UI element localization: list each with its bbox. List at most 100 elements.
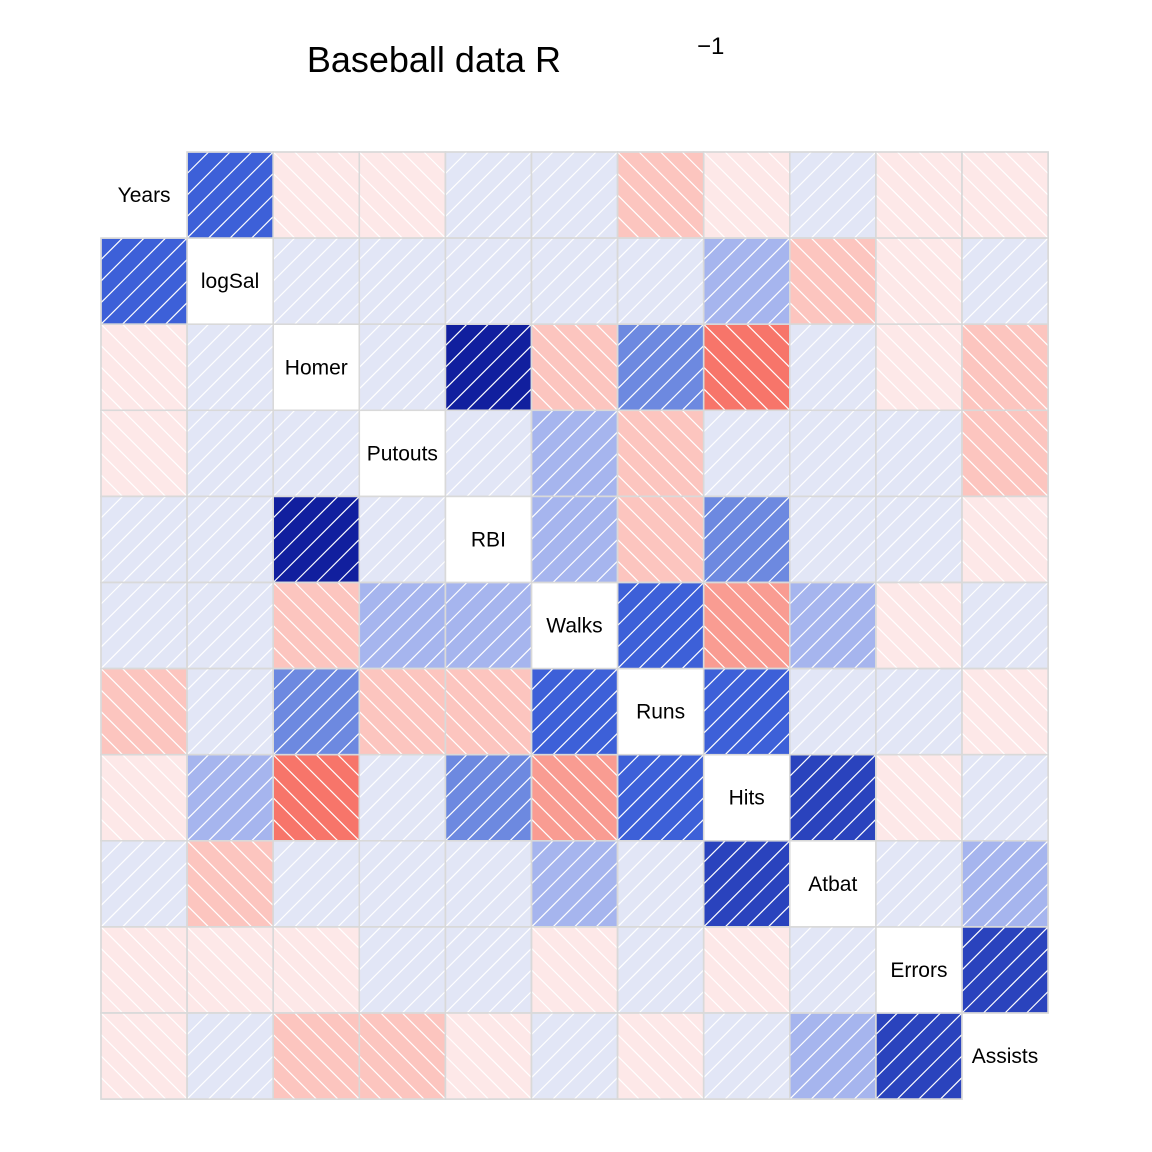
hatch-line	[703, 840, 726, 863]
hatch-line	[940, 904, 963, 928]
hatch-line	[100, 495, 145, 540]
hatch-line	[186, 495, 253, 562]
hatch-line	[531, 840, 597, 906]
hatch-line	[100, 668, 188, 756]
hatch-line	[703, 668, 726, 691]
hatch-line	[358, 323, 425, 390]
cell-putouts-atbat	[789, 409, 877, 498]
hatch-line	[875, 1012, 898, 1035]
hatch-line	[531, 409, 597, 476]
hatch-line	[961, 452, 1006, 497]
hatch-line	[940, 1077, 963, 1100]
hatch-line	[315, 711, 360, 756]
hatch-line	[186, 1012, 274, 1100]
cell-errors-atbat	[789, 926, 877, 1014]
hatch-line	[509, 216, 532, 239]
hatch-line	[337, 474, 360, 497]
hatch-line	[272, 1077, 296, 1100]
cell-hits-logsal	[186, 753, 274, 842]
hatch-line	[337, 754, 360, 777]
hatch-line	[186, 409, 210, 433]
cell-assists-hits	[702, 1012, 791, 1100]
hatch-line	[272, 646, 296, 670]
hatch-line	[358, 216, 382, 239]
hatch-line	[358, 582, 446, 670]
hatch-line	[229, 926, 274, 971]
hatch-line	[552, 323, 619, 390]
hatch-line	[294, 1012, 360, 1079]
hatch-line	[531, 237, 575, 282]
hatch-line	[444, 409, 532, 497]
hatch-line	[724, 689, 791, 756]
hatch-line	[531, 668, 575, 713]
hatch-line	[380, 151, 446, 218]
hatch-line	[617, 151, 705, 239]
hatch-line	[789, 151, 812, 174]
hatch-line	[487, 797, 532, 842]
hatch-line	[272, 818, 296, 842]
hatch-line	[789, 409, 834, 454]
hatch-line	[272, 991, 296, 1014]
hatch-line	[961, 237, 1049, 325]
hatch-line	[444, 151, 468, 174]
cell-homer-rbi	[444, 323, 533, 412]
hatch-line	[100, 582, 167, 648]
hatch-line	[186, 904, 210, 928]
hatch-line	[337, 560, 360, 583]
hatch-line	[789, 323, 877, 411]
hatch-line	[272, 754, 360, 842]
hatch-line	[1004, 409, 1049, 454]
hatch-line	[638, 409, 705, 476]
hatch-line	[466, 668, 532, 734]
hatch-line	[703, 237, 748, 282]
cell-atbat-assists	[961, 840, 1049, 928]
hatch-line	[100, 474, 123, 497]
hatch-line	[853, 646, 877, 670]
cell-hits-walks	[530, 753, 619, 842]
hatch-line	[251, 926, 274, 949]
hatch-line	[358, 582, 425, 648]
hatch-line	[875, 840, 920, 885]
hatch-line	[509, 474, 532, 497]
hatch-line	[746, 1055, 791, 1100]
hatch-line	[703, 969, 748, 1014]
hatch-line	[186, 323, 231, 368]
hatch-line	[531, 668, 554, 691]
hatch-line	[444, 582, 511, 648]
hatch-line	[703, 582, 791, 670]
hatch-line	[186, 582, 210, 605]
hatch-line	[703, 173, 769, 239]
hatch-line	[660, 495, 705, 540]
cell-homer-years	[100, 323, 188, 412]
hatch-line	[380, 947, 446, 1014]
hatch-line	[272, 797, 317, 842]
hatch-line	[574, 754, 619, 799]
hatch-line	[466, 1012, 532, 1079]
hatch-line	[100, 582, 145, 626]
cell-atbat-putouts	[358, 840, 447, 928]
hatch-line	[186, 323, 274, 411]
hatch-line	[272, 582, 360, 670]
hatch-line	[789, 495, 834, 540]
hatch-line	[617, 1034, 683, 1100]
hatch-line	[380, 345, 446, 411]
hatch-line	[444, 754, 511, 820]
hatch-line	[531, 926, 619, 1014]
hatch-line	[272, 409, 296, 433]
hatch-line	[100, 495, 123, 519]
hatch-line	[617, 926, 705, 1014]
hatch-line	[875, 495, 920, 540]
hatch-line	[703, 1012, 726, 1035]
hatch-line	[961, 840, 1006, 885]
hatch-line	[531, 1012, 554, 1035]
hatch-line	[423, 991, 446, 1014]
hatch-line	[444, 323, 489, 368]
hatch-line	[789, 302, 812, 325]
hatch-line	[358, 495, 446, 583]
cell-atbat-runs	[616, 840, 705, 928]
hatch-line	[466, 775, 532, 842]
hatch-line	[358, 495, 403, 540]
hatch-line	[660, 280, 705, 325]
hatch-line	[617, 754, 705, 842]
hatch-line	[638, 947, 705, 1014]
